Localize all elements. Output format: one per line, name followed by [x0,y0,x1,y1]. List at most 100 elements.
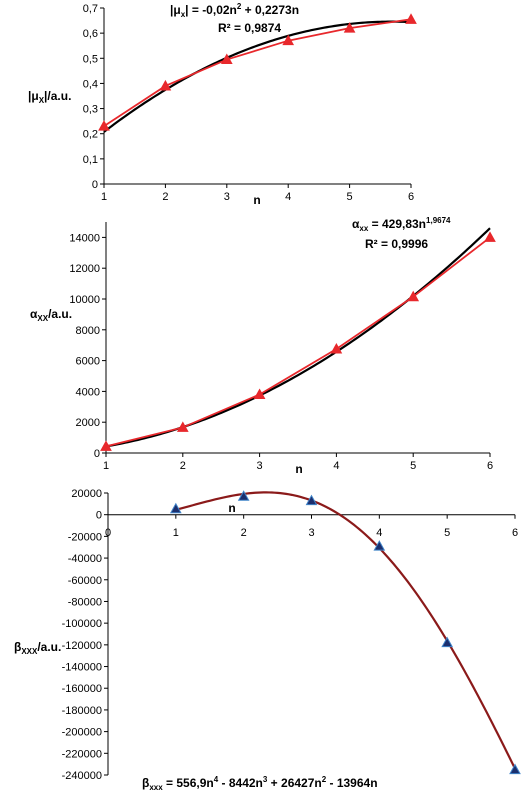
trendline [105,227,491,448]
x-tick-label: 2 [241,527,247,539]
trendline [103,20,412,133]
y-tick-label: 4000 [76,386,100,398]
y-tick-label: -200000 [62,727,102,739]
data-point [100,440,112,451]
data-point [441,636,454,648]
y-axis-label-part: /a.u. [48,307,72,321]
x-tick-label: 5 [347,191,353,203]
data-point [282,34,295,46]
data-point [98,120,110,131]
y-tick-label: 14000 [69,232,100,244]
x-tick-label: 1 [101,191,107,203]
x-tick-label: 1 [173,527,179,539]
trend-equation: βxxx = 556,9n4 - 8442n3 + 26427n2 - 1396… [142,775,378,792]
trend-equation-part: + 26427n [267,776,321,790]
data-point [405,13,417,24]
trend-equation-part: |μ [170,3,181,17]
x-tick-label: 5 [444,527,450,539]
trend-equation-part: + 0,2273n [241,3,299,17]
trend-equation-part: 1,9674 [426,216,451,225]
y-tick-label: -140000 [62,662,102,674]
x-tick-label: 4 [376,527,382,539]
y-axis-label: αXX/a.u. [30,307,72,323]
chart-1: 00,10,20,30,40,50,60,71 2 3 4 5 6n|μX|/a.u.|μ… [28,2,417,207]
y-tick-label: -220000 [62,748,102,760]
trend-equation-part: α [352,217,360,231]
trend-equation: αxx = 429,83n1,9674 [352,216,451,233]
y-axis-label-part: X [39,96,45,105]
series-line [103,18,412,127]
y-axis-label-part: α [30,307,38,321]
y-tick-label: -60000 [68,575,102,587]
x-axis-label: n [228,501,235,515]
trend-equation-part: 2 [237,2,242,11]
y-tick-label: 0 [94,448,100,460]
y-axis-label-part: /a.u. [37,640,61,654]
y-axis-label-part: XXX [21,647,38,656]
data-point [373,540,386,551]
x-tick-label: 4 [285,191,291,203]
y-tick-label: 0,2 [83,129,98,141]
y-tick-label: 2000 [76,417,100,429]
series-line [105,236,491,448]
data-point [169,502,182,514]
x-tick-label: 2 [180,460,186,472]
y-tick-label: -240000 [62,770,102,782]
data-point [509,763,521,775]
x-axis-label: n [295,462,302,476]
x-tick-label: 6 [487,460,493,472]
y-tick-label: -160000 [62,683,102,695]
y-tick-label: 0,1 [83,154,98,166]
x-tick-label: 1 [103,460,109,472]
data-point [305,494,318,506]
chart-2: 0 2000 4000 6000 8000 10000 12000 14000 1 2 3 4 5 6 n α… [30,216,496,476]
trend-equation-part: | = -0,02n [185,3,237,17]
trend-equation-part: β [142,776,149,790]
y-tick-label: 0,3 [83,104,98,116]
x-tick-label: 3 [308,527,314,539]
y-tick-label: 12000 [69,263,100,275]
y-axis-label-part: |/a.u. [44,89,71,103]
y-tick-label: -120000 [62,640,102,652]
y-tick-label: -40000 [68,553,102,565]
y-axis-label: βXXX/a.u. [14,640,61,656]
data-point [484,231,496,242]
y-axis-label-part: XX [37,314,48,323]
y-tick-label: 0 [96,510,102,522]
data-point [253,388,266,399]
trend-equation-part: - 8442n [218,776,263,790]
trend-equation-part: xxx [149,783,163,792]
y-tick-label: 0,7 [83,3,98,15]
y-tick-label: -80000 [68,596,102,608]
data-point [176,421,189,432]
trendline [175,491,516,770]
r-squared: R² = 0,9874 [218,21,281,35]
trend-equation-part: x [181,10,186,19]
x-axis-label: n [253,193,260,207]
y-tick-label: -20000 [68,531,102,543]
chart-3: 200000-20000-40000-60000-80000-100000-12… [14,488,521,792]
y-tick-label: -180000 [62,705,102,717]
y-tick-label: 20000 [71,488,102,500]
y-tick-label: 0 [92,179,98,191]
y-tick-label: -100000 [62,618,102,630]
x-tick-label: 3 [224,191,230,203]
y-tick-label: 0,5 [83,53,98,65]
data-point [159,79,172,91]
y-tick-label: 6000 [76,356,100,368]
data-point [220,53,233,65]
y-tick-label: 0,4 [83,78,98,90]
r-squared: R² = 0,9996 [365,237,428,251]
x-tick-label: 6 [408,191,414,203]
y-axis-label-part: β [14,640,21,654]
data-point [407,290,420,302]
trend-equation-part: 3 [263,775,268,784]
y-axis-label: |μX|/a.u. [28,89,71,105]
x-tick-label: 3 [257,460,263,472]
trend-equation-part: = 556,9n [163,776,214,790]
x-tick-label: 0 [105,527,111,539]
y-tick-label: 8000 [76,325,100,337]
data-point [343,22,356,33]
x-tick-label: 5 [410,460,416,472]
